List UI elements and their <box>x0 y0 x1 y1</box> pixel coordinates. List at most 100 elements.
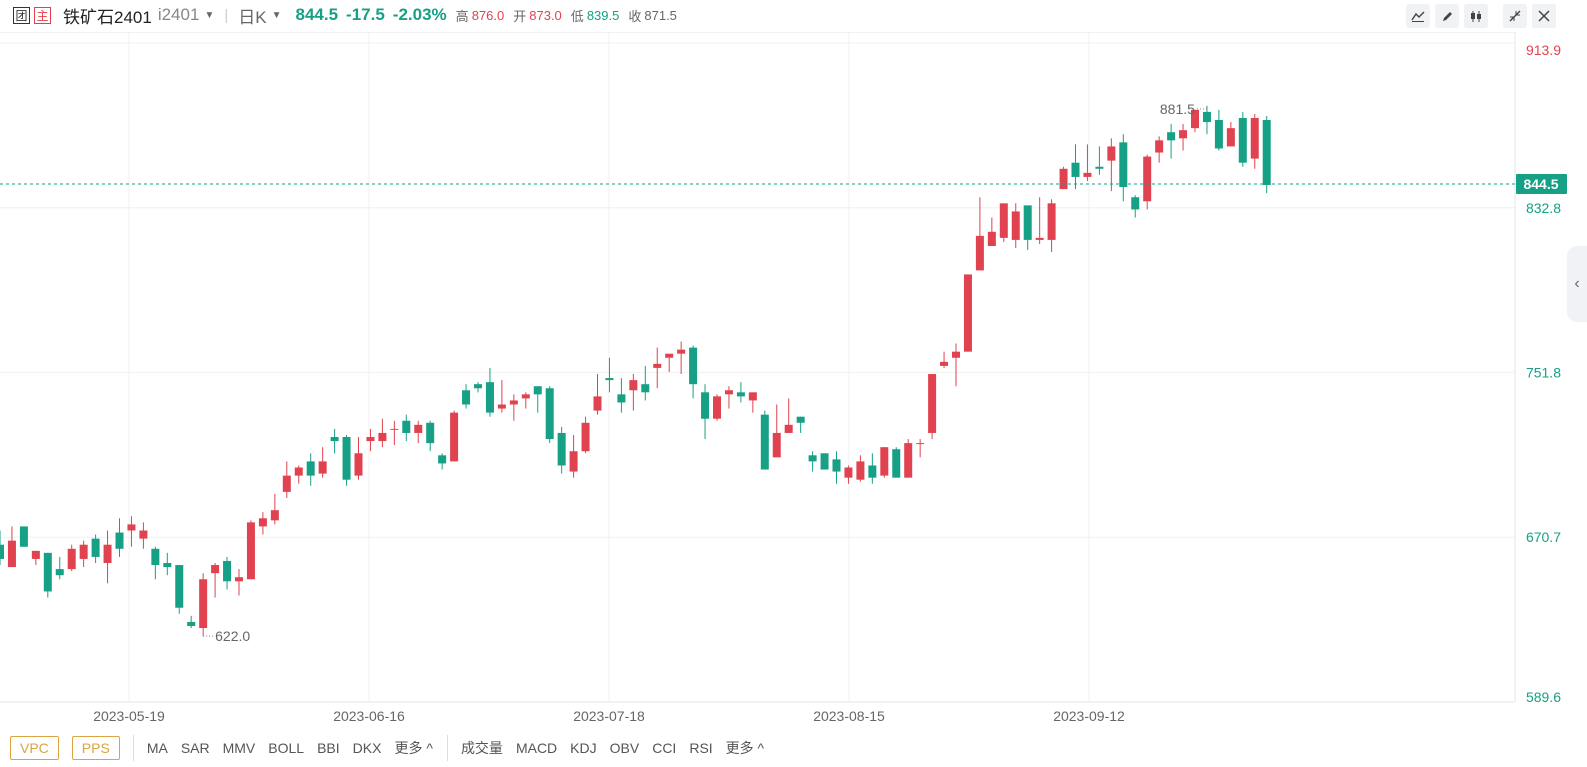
pencil-icon[interactable] <box>1435 4 1459 28</box>
candle-body <box>485 382 494 413</box>
candle-body <box>593 396 602 411</box>
close-icon[interactable] <box>1532 4 1556 28</box>
candle-body <box>629 380 638 391</box>
candle-body <box>151 548 160 566</box>
candle-body <box>832 459 841 472</box>
candle-body <box>1226 128 1235 147</box>
candle-body <box>892 449 901 478</box>
indicator-volume[interactable]: 成交量 <box>460 739 503 756</box>
candle-body <box>43 552 52 592</box>
instrument-code[interactable]: i2401 <box>157 5 200 24</box>
candle-body <box>1214 120 1223 149</box>
candle-body <box>999 203 1008 238</box>
candle-body <box>318 461 327 474</box>
main-contract-icon[interactable]: 主 <box>34 6 51 24</box>
candle-body <box>1238 117 1247 163</box>
more-sub-indicators[interactable]: 更多 ^ <box>725 739 765 756</box>
last-price: 844.5 <box>295 5 339 24</box>
candle-body <box>1119 142 1128 188</box>
candle-body <box>868 465 877 478</box>
candle-body <box>91 538 100 557</box>
candle-body <box>975 235 984 271</box>
y-tick-label: 913.9 <box>1526 42 1561 58</box>
candle-body <box>784 424 793 433</box>
line-tool-icon[interactable] <box>1406 4 1430 28</box>
candle-body <box>1131 197 1140 210</box>
indicator-dkx[interactable]: DKX <box>352 739 382 756</box>
candle-body <box>820 453 829 470</box>
candle-body <box>1202 111 1211 123</box>
indicator-sar[interactable]: SAR <box>180 739 210 756</box>
candle-body <box>1143 156 1152 202</box>
candle-body <box>378 432 387 442</box>
candle-body <box>1179 130 1188 139</box>
indicator-bbi[interactable]: BBI <box>317 739 340 756</box>
more-main-indicators[interactable]: 更多 ^ <box>394 739 433 756</box>
candle-body <box>1095 166 1104 169</box>
candle-body <box>438 455 447 464</box>
candle-body <box>1011 211 1020 240</box>
indicator-mmv[interactable]: MMV <box>222 739 256 756</box>
candle-body <box>713 396 721 419</box>
side-panel-toggle[interactable]: ‹ <box>1567 246 1587 322</box>
candle-body <box>354 453 363 476</box>
candle-body <box>844 467 853 478</box>
high-marker-label: 881.5 <box>1160 101 1195 117</box>
high-value: 876.0 <box>471 7 505 23</box>
candle-body <box>689 347 698 385</box>
period-dropdown-icon[interactable]: ▼ <box>271 9 282 21</box>
candle-body <box>211 565 220 574</box>
candle-body <box>557 432 566 466</box>
candle-body <box>79 544 88 559</box>
open-label: 开 <box>513 8 527 24</box>
candle-body <box>701 392 710 419</box>
candlestick-chart[interactable]: 2023-05-19 2023-06-16 2023-07-18 2023-08-15… <box>0 32 1587 728</box>
candle-body <box>916 443 925 445</box>
candle-body <box>7 540 16 568</box>
indicator-cci[interactable]: CCI <box>652 739 677 756</box>
candle-body <box>1155 140 1164 153</box>
candle-body <box>904 443 913 478</box>
x-tick-label: 2023-06-16 <box>333 708 405 724</box>
candle-body <box>67 548 76 570</box>
candle-body <box>521 394 530 399</box>
candle-body <box>342 437 351 480</box>
candle-body <box>760 414 769 470</box>
candle-body <box>545 388 554 440</box>
open-value: 873.0 <box>529 7 562 23</box>
y-tick-label: 670.7 <box>1526 529 1561 545</box>
candle-body <box>1167 132 1176 141</box>
indicator-kdj[interactable]: KDJ <box>570 739 597 756</box>
indicator-bar: VPC PPS MA SAR MMV BOLL BBI DKX 更多 ^ 成交量… <box>0 728 1587 767</box>
group-icon[interactable]: 团 <box>13 6 30 24</box>
x-tick-label: 2023-08-15 <box>813 708 885 724</box>
candle-body <box>724 390 733 395</box>
candle-body <box>736 392 745 397</box>
indicator-boll[interactable]: BOLL <box>268 739 305 756</box>
x-tick-label: 2023-05-19 <box>93 708 165 724</box>
indicator-rsi[interactable]: RSI <box>689 739 713 756</box>
overlay-pps-button[interactable]: PPS <box>71 735 120 760</box>
divider <box>132 734 134 761</box>
candle-body <box>581 422 590 452</box>
candle-body <box>366 437 375 442</box>
candle-body <box>258 518 267 527</box>
indicator-obv[interactable]: OBV <box>609 739 640 756</box>
candle-body <box>677 349 686 354</box>
candle-body <box>414 424 423 433</box>
period-selector[interactable]: 日K <box>238 7 267 27</box>
indicator-macd[interactable]: MACD <box>515 739 558 756</box>
collapse-icon[interactable] <box>1503 4 1527 28</box>
instrument-dropdown-icon[interactable]: ▼ <box>204 9 215 21</box>
low-marker-label: 622.0 <box>215 628 250 644</box>
candle-body <box>462 390 471 405</box>
candle-body <box>31 550 40 559</box>
candle-style-icon[interactable] <box>1464 4 1488 28</box>
chevron-left-icon: ‹ <box>1574 275 1580 292</box>
overlay-vpc-button[interactable]: VPC <box>10 735 59 760</box>
indicator-ma[interactable]: MA <box>146 739 168 756</box>
candle-body <box>963 274 972 352</box>
instrument-name[interactable]: 铁矿石2401 <box>63 7 152 27</box>
x-tick-label: 2023-09-12 <box>1053 708 1125 724</box>
current-price-tag <box>1516 174 1567 195</box>
